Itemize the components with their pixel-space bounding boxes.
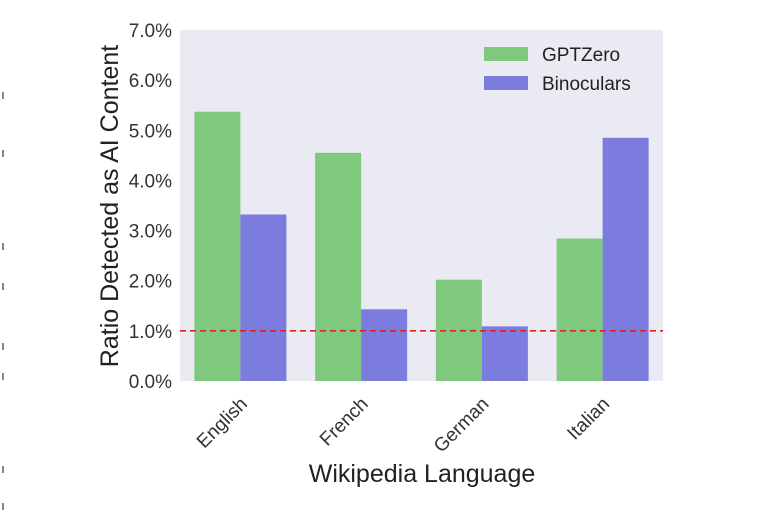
y-tick-label: 5.0% — [129, 121, 172, 142]
x-tick-label: German — [430, 394, 493, 457]
y-tick-label: 4.0% — [129, 171, 172, 192]
x-tick-label: French — [316, 394, 373, 451]
y-tick-label: 3.0% — [129, 222, 172, 243]
y-tick-label: 1.0% — [129, 322, 172, 343]
bar-binoculars-french — [361, 309, 408, 381]
legend-swatch-gptzero — [484, 47, 528, 61]
bar-binoculars-italian — [602, 137, 649, 381]
bar-binoculars-german — [481, 326, 528, 381]
y-tick-label: 0.0% — [129, 372, 172, 393]
legend: GPTZero Binoculars — [484, 45, 631, 95]
y-tick-label: 6.0% — [129, 71, 172, 92]
bar-gptzero-english — [194, 111, 241, 382]
bar-gptzero-french — [315, 152, 362, 381]
bar-binoculars-english — [240, 214, 287, 381]
y-tick-label: 2.0% — [129, 272, 172, 293]
y-tick-labels: 0.0% 1.0% 2.0% 3.0% 4.0% 5.0% 6.0% 7.0% — [129, 21, 172, 393]
legend-label-gptzero: GPTZero — [542, 45, 620, 66]
x-tick-labels: English French German Italian — [193, 394, 614, 457]
legend-swatch-binoculars — [484, 76, 528, 90]
y-tick-label: 7.0% — [129, 21, 172, 42]
x-tick-label: Italian — [563, 394, 614, 445]
x-axis-label: Wikipedia Language — [309, 460, 536, 488]
bar-gptzero-italian — [556, 238, 603, 381]
y-axis-label: Ratio Detected as AI Content — [96, 45, 124, 367]
bars-group — [194, 111, 649, 382]
legend-label-binoculars: Binoculars — [542, 74, 631, 95]
x-tick-label: English — [193, 394, 252, 453]
